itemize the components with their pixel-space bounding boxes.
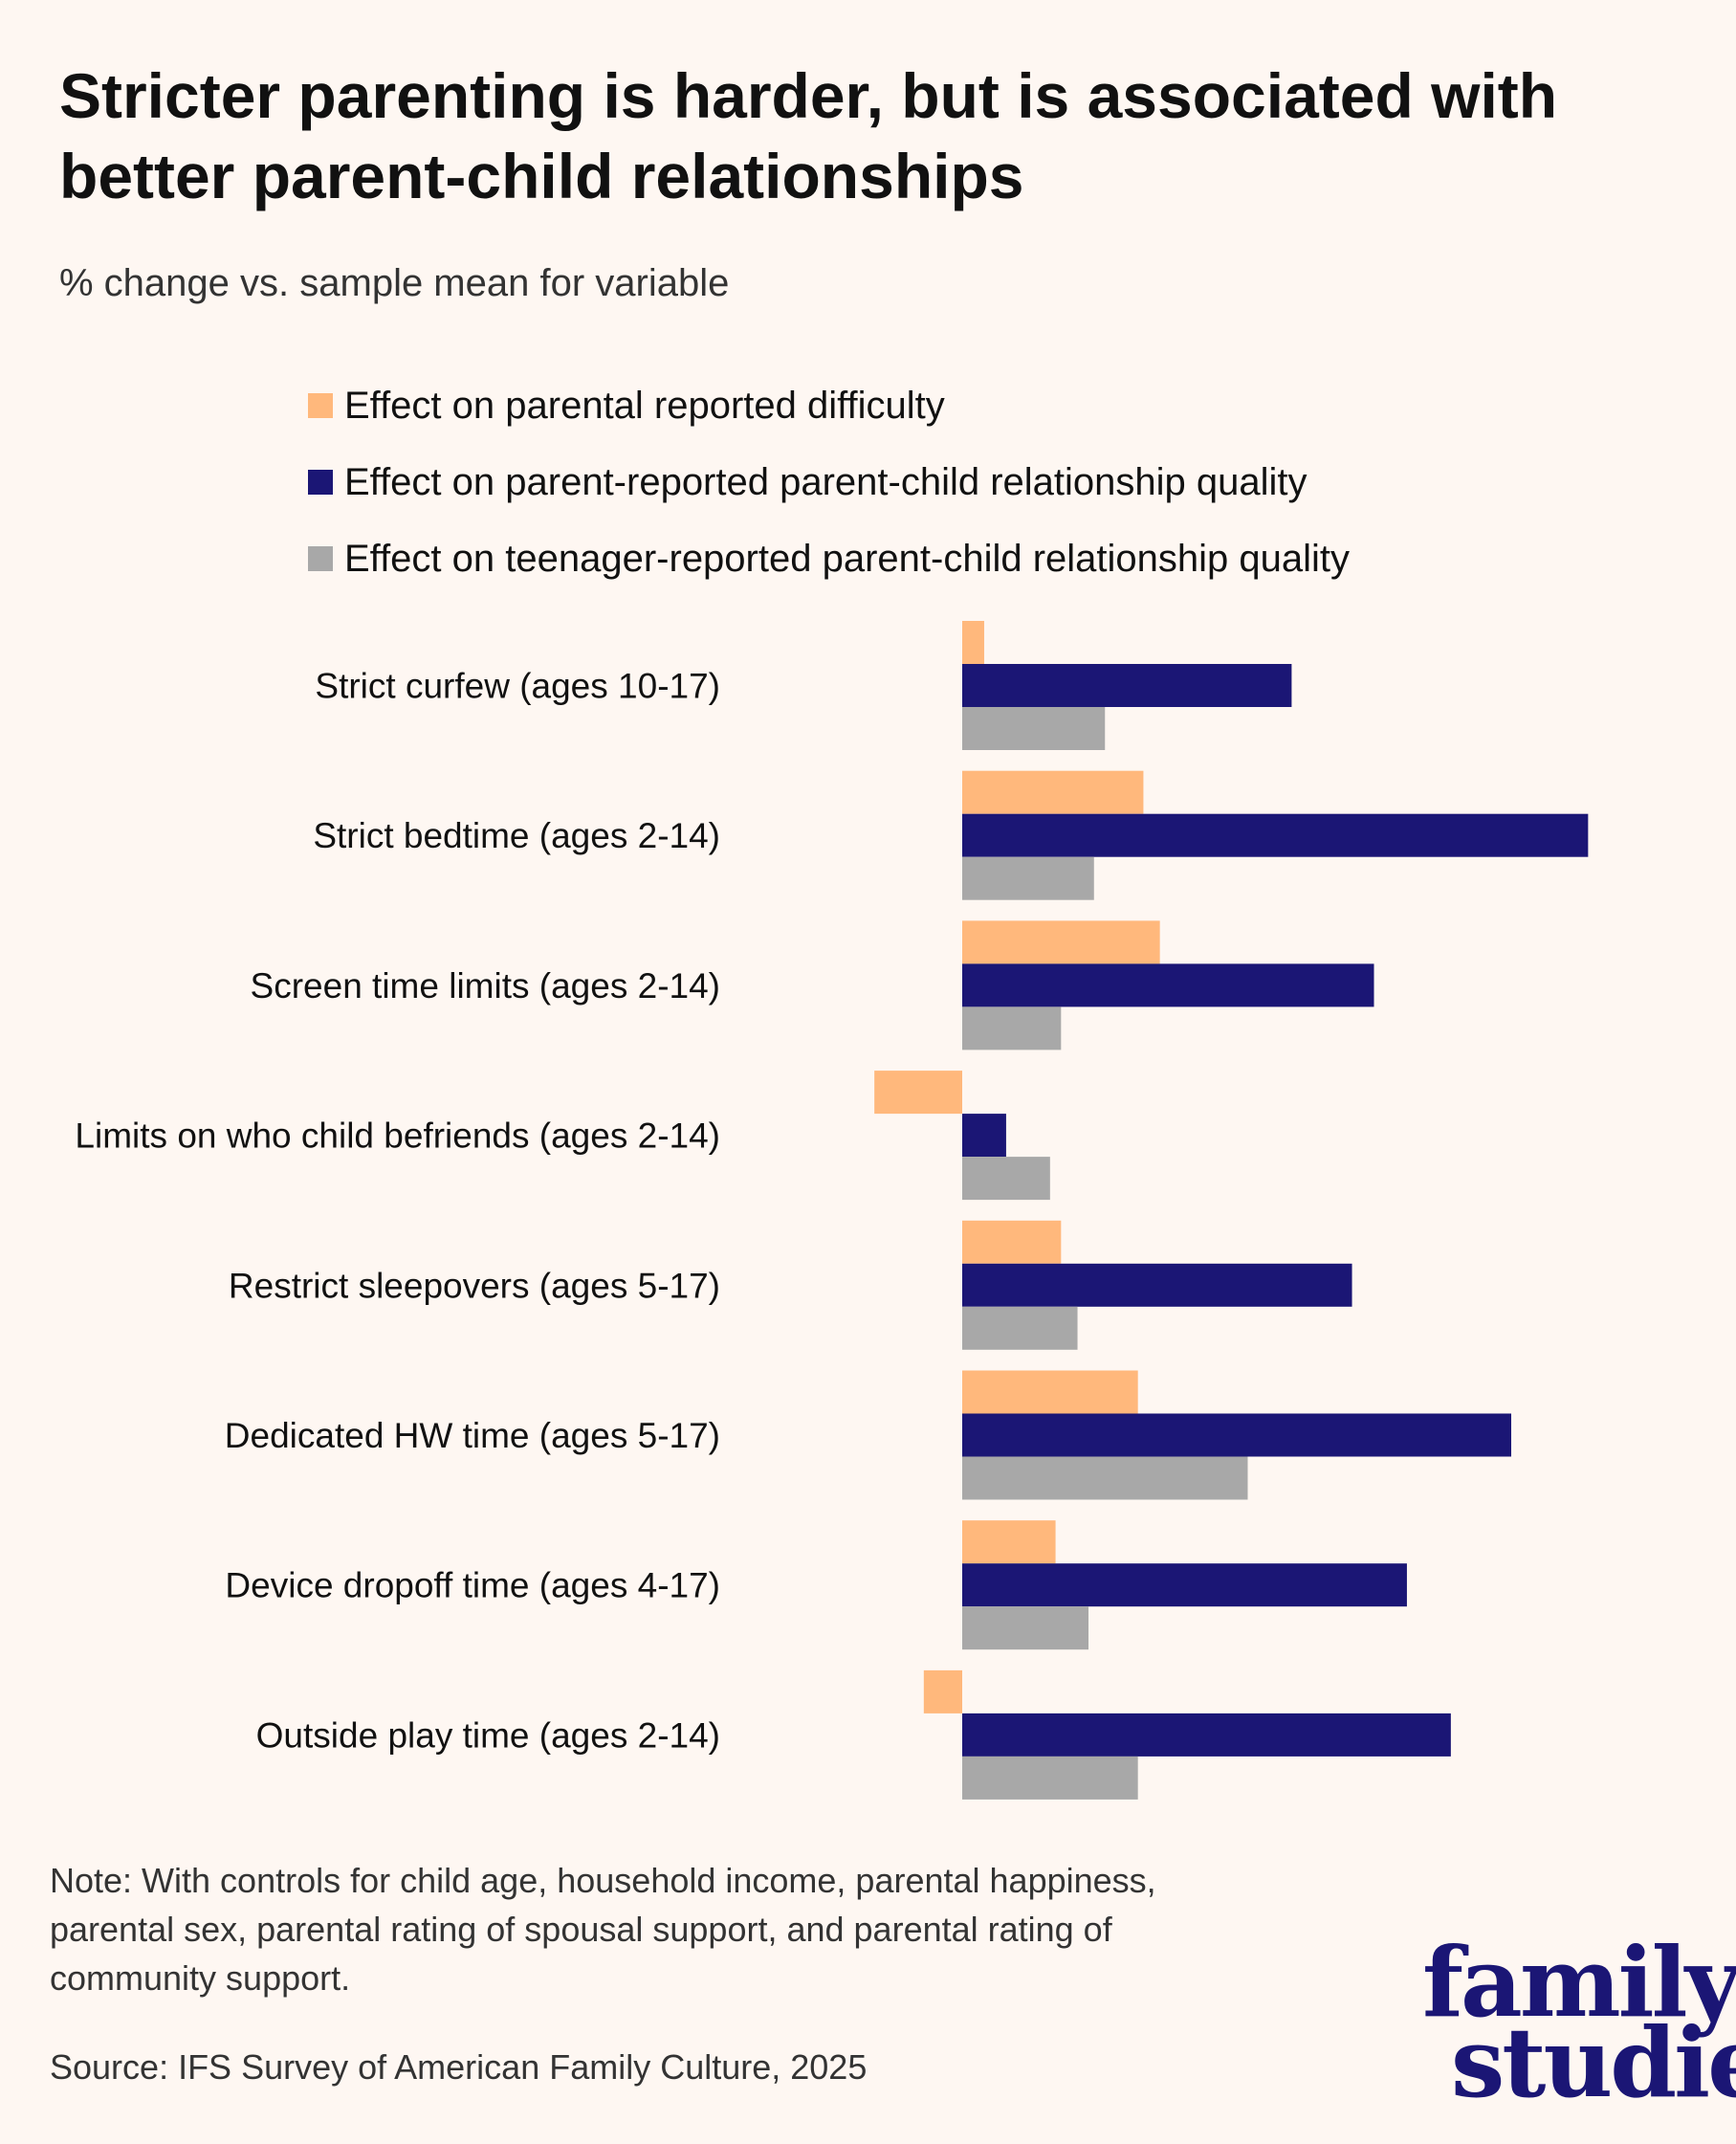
legend-swatch-parent-quality: [308, 470, 333, 495]
bar-parent-quality: [962, 963, 1374, 1007]
note: Note: With controls for child age, house…: [50, 1861, 1156, 1998]
legend-item-parent-quality: Effect on parent-reported parent-child r…: [308, 444, 1350, 520]
bar-teen-quality: [962, 1157, 1050, 1201]
bar-difficulty: [874, 1071, 962, 1115]
legend: Effect on parental reported difficulty E…: [308, 367, 1350, 597]
legend-swatch-teen-quality: [308, 546, 333, 571]
family-studies-logo: family studies: [1422, 1926, 1736, 2119]
bar-parent-quality: [962, 1713, 1451, 1757]
category-label: Strict bedtime (ages 2-14): [313, 816, 720, 855]
bar-difficulty: [962, 1220, 1062, 1264]
bar-teen-quality: [962, 707, 1106, 750]
bar-teen-quality: [962, 1006, 1062, 1050]
logo-line-1: family: [1422, 1926, 1736, 2039]
bar-parent-quality: [962, 1413, 1511, 1457]
category-label: Outside play time (ages 2-14): [256, 1715, 720, 1755]
category-label: Screen time limits (ages 2-14): [251, 966, 720, 1006]
bar-parent-quality: [962, 1263, 1352, 1307]
bar-teen-quality: [962, 856, 1094, 900]
category-label: Restrict sleepovers (ages 5-17): [229, 1266, 720, 1305]
bar-teen-quality: [962, 1456, 1248, 1500]
source: Source: IFS Survey of American Family Cu…: [50, 2047, 868, 2087]
bar-parent-quality: [962, 1114, 1006, 1158]
category-label: Strict curfew (ages 10-17): [315, 667, 720, 706]
bar-difficulty: [962, 1370, 1138, 1414]
bar-parent-quality: [962, 1563, 1407, 1607]
bar-teen-quality: [962, 1756, 1138, 1800]
category-label: Limits on who child befriends (ages 2-14…: [75, 1116, 720, 1156]
bar-difficulty: [962, 770, 1144, 814]
bar-difficulty: [962, 920, 1160, 964]
category-label: Dedicated HW time (ages 5-17): [225, 1416, 720, 1455]
bar-parent-quality: [962, 813, 1589, 857]
bar-difficulty: [962, 1520, 1056, 1564]
bar-difficulty: [962, 621, 984, 664]
legend-label: Effect on parent-reported parent-child r…: [344, 460, 1307, 503]
bar-teen-quality: [962, 1606, 1089, 1650]
chart-title: Stricter parenting is harder, but is ass…: [59, 60, 1558, 211]
logo-line-2: studies: [1451, 2006, 1736, 2119]
legend-item-teen-quality: Effect on teenager-reported parent-child…: [308, 520, 1350, 597]
chart-subtitle: % change vs. sample mean for variable: [59, 262, 730, 304]
bar-difficulty: [923, 1669, 962, 1713]
bar-chart: Strict curfew (ages 10-17) Strict bedtime…: [75, 621, 1589, 1800]
legend-swatch-difficulty: [308, 393, 333, 418]
legend-item-difficulty: Effect on parental reported difficulty: [308, 367, 1350, 444]
legend-label: Effect on parental reported difficulty: [344, 384, 945, 427]
legend-label: Effect on teenager-reported parent-child…: [344, 537, 1351, 580]
bar-parent-quality: [962, 664, 1292, 707]
bar-teen-quality: [962, 1306, 1078, 1350]
category-label: Device dropoff time (ages 4-17): [225, 1566, 720, 1605]
